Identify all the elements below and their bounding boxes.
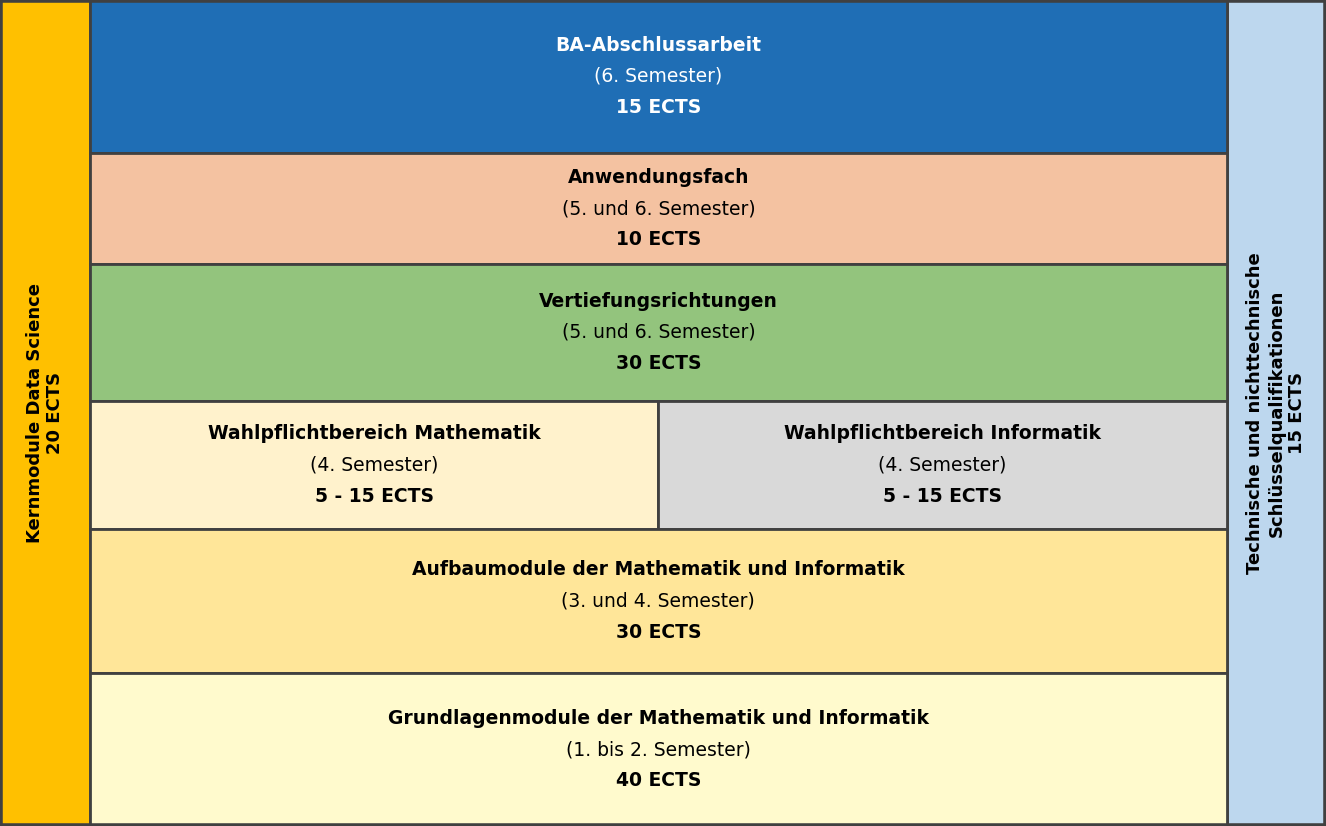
Text: Wahlpflichtbereich Informatik: Wahlpflichtbereich Informatik	[784, 424, 1101, 443]
Text: Kernmodule Data Science
20 ECTS: Kernmodule Data Science 20 ECTS	[25, 283, 65, 543]
Bar	[1227, 0, 1326, 826]
Text: (6. Semester): (6. Semester)	[594, 67, 723, 86]
Bar	[90, 0, 1227, 153]
Text: 5 - 15 ECTS: 5 - 15 ECTS	[883, 487, 1002, 506]
Bar	[90, 673, 1227, 826]
Bar	[90, 153, 1227, 264]
Text: Technische und nichttechnische
Schlüsselqualifikationen
15 ECTS: Technische und nichttechnische Schlüssel…	[1246, 252, 1306, 574]
Text: Vertiefungsrichtungen: Vertiefungsrichtungen	[538, 292, 778, 311]
Bar	[90, 264, 1227, 401]
Bar	[90, 529, 1227, 673]
Bar	[0, 0, 90, 826]
Text: 10 ECTS: 10 ECTS	[615, 230, 701, 249]
Text: 30 ECTS: 30 ECTS	[615, 354, 701, 373]
Text: (1. bis 2. Semester): (1. bis 2. Semester)	[566, 740, 751, 759]
Text: 5 - 15 ECTS: 5 - 15 ECTS	[314, 487, 434, 506]
Text: (4. Semester): (4. Semester)	[310, 455, 439, 474]
Text: 15 ECTS: 15 ECTS	[615, 98, 701, 117]
Text: BA-Abschlussarbeit: BA-Abschlussarbeit	[556, 36, 761, 55]
Text: Aufbaumodule der Mathematik und Informatik: Aufbaumodule der Mathematik und Informat…	[412, 560, 904, 579]
Text: Wahlpflichtbereich Mathematik: Wahlpflichtbereich Mathematik	[208, 424, 541, 443]
Text: 40 ECTS: 40 ECTS	[615, 771, 701, 790]
Text: (5. und 6. Semester): (5. und 6. Semester)	[561, 323, 756, 342]
Text: (4. Semester): (4. Semester)	[878, 455, 1006, 474]
Text: Anwendungsfach: Anwendungsfach	[568, 168, 749, 187]
Text: (5. und 6. Semester): (5. und 6. Semester)	[561, 199, 756, 218]
Text: 30 ECTS: 30 ECTS	[615, 623, 701, 642]
Text: (3. und 4. Semester): (3. und 4. Semester)	[561, 591, 756, 610]
Bar	[659, 401, 1227, 529]
Bar	[90, 401, 659, 529]
Text: Grundlagenmodule der Mathematik und Informatik: Grundlagenmodule der Mathematik und Info…	[389, 709, 928, 728]
